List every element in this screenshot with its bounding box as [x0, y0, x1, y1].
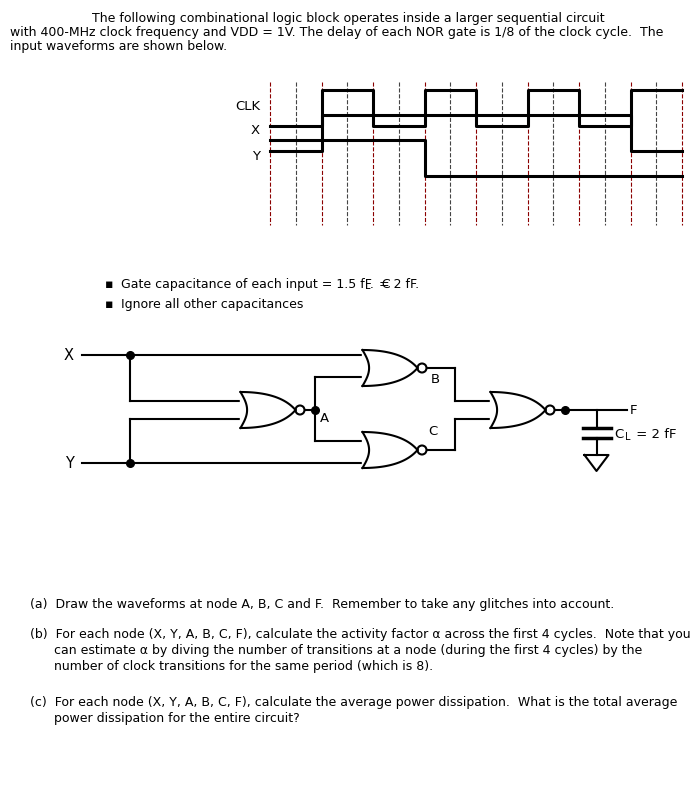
Text: number of clock transitions for the same period (which is 8).: number of clock transitions for the same…	[30, 660, 433, 673]
Text: (a)  Draw the waveforms at node A, B, C and F.  Remember to take any glitches in: (a) Draw the waveforms at node A, B, C a…	[30, 598, 614, 611]
Text: Ignore all other capacitances: Ignore all other capacitances	[121, 298, 304, 311]
Text: C: C	[614, 427, 623, 441]
Polygon shape	[363, 432, 418, 468]
Polygon shape	[363, 350, 418, 386]
Text: CLK: CLK	[235, 99, 260, 113]
Text: A: A	[320, 412, 329, 425]
Text: Gate capacitance of each input = 1.5 fF.  C: Gate capacitance of each input = 1.5 fF.…	[121, 278, 391, 291]
Text: F: F	[630, 403, 637, 417]
Text: The following combinational logic block operates inside a larger sequential circ: The following combinational logic block …	[92, 12, 605, 25]
Text: = 2 fF.: = 2 fF.	[375, 278, 419, 291]
Text: ▪: ▪	[105, 298, 113, 311]
Text: power dissipation for the entire circuit?: power dissipation for the entire circuit…	[30, 712, 300, 725]
Text: input waveforms are shown below.: input waveforms are shown below.	[10, 40, 227, 53]
Polygon shape	[240, 392, 295, 428]
Text: (b)  For each node (X, Y, A, B, C, F), calculate the activity factor α across th: (b) For each node (X, Y, A, B, C, F), ca…	[30, 628, 691, 641]
Text: = 2 fF: = 2 fF	[632, 427, 677, 441]
Text: Y: Y	[252, 149, 260, 163]
Text: L: L	[365, 281, 370, 291]
Text: B: B	[430, 373, 440, 386]
Text: C: C	[429, 425, 438, 438]
Text: L: L	[625, 432, 630, 442]
Text: X: X	[251, 125, 260, 137]
Text: can estimate α by diving the number of transitions at a node (during the first 4: can estimate α by diving the number of t…	[30, 644, 642, 657]
Text: X: X	[64, 348, 74, 363]
Text: (c)  For each node (X, Y, A, B, C, F), calculate the average power dissipation. : (c) For each node (X, Y, A, B, C, F), ca…	[30, 696, 678, 709]
Polygon shape	[491, 392, 546, 428]
Text: Y: Y	[65, 456, 74, 471]
Text: with 400-MHz clock frequency and VDD = 1V. The delay of each NOR gate is 1/8 of : with 400-MHz clock frequency and VDD = 1…	[10, 26, 663, 39]
Text: ▪: ▪	[105, 278, 113, 291]
